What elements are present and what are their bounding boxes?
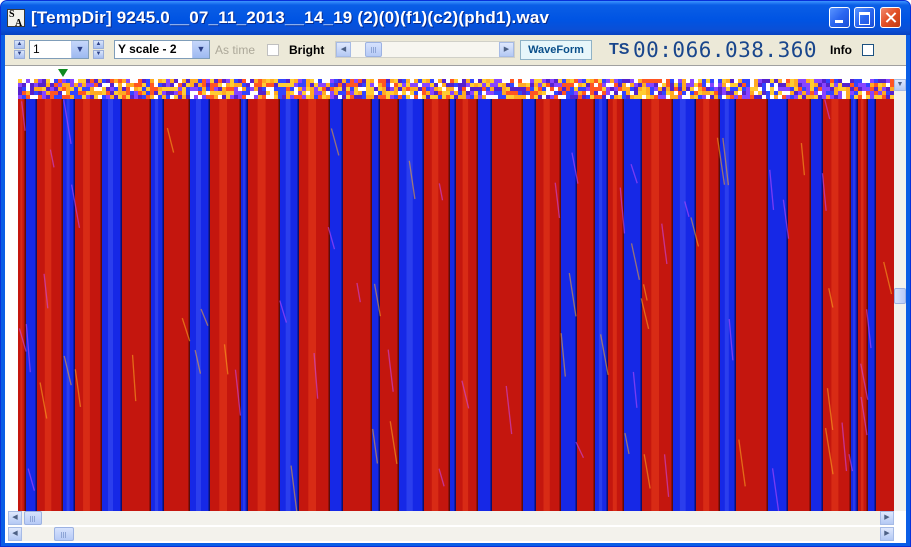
chevron-down-icon[interactable]: ▼ [71,41,88,58]
horizontal-scrollbar-top[interactable]: ◀ ▶ [8,511,894,525]
horizontal-scrollbar-top-thumb[interactable] [24,511,42,525]
spin-up-icon[interactable]: ▲ [14,40,25,49]
maximize-button[interactable] [854,7,875,28]
app-icon-letter-a: A [15,18,23,29]
ts-label: TS [609,41,630,58]
info-label[interactable]: Info [830,43,852,57]
spectrogram-panel: ▲ ▼ ◀ ▶ ◀ ▶ [5,65,906,543]
client-area: ▲ ▼ 1 ▼ ▲ ▼ Y scale - 2 ▼ As time Bright… [5,35,906,543]
spin-up-icon[interactable]: ▲ [93,40,104,49]
position-scrollbar[interactable]: ◀ ▶ [335,41,515,58]
arrow-left-icon[interactable]: ◀ [8,527,22,541]
close-button[interactable] [880,7,901,28]
position-scrollbar-thumb[interactable] [365,42,382,57]
minimize-button[interactable] [829,7,850,28]
waveform-button[interactable]: WaveForm [520,40,592,60]
arrow-right-icon[interactable]: ▶ [880,527,894,541]
channel-select[interactable]: 1 ▼ [29,40,89,59]
as-time-label[interactable]: As time [215,43,256,57]
app-icon-letter-s: S [9,9,15,20]
app-icon[interactable]: S A [7,9,25,29]
chevron-down-icon[interactable]: ▼ [192,41,209,58]
arrow-left-icon[interactable]: ◀ [8,511,22,525]
yscale-select[interactable]: Y scale - 2 ▼ [114,40,210,59]
channel-select-value: 1 [33,42,40,56]
yscale-spinner[interactable]: ▲ ▼ [93,40,104,59]
spectrogram-view[interactable] [18,79,894,511]
arrow-right-icon[interactable]: ▶ [499,42,514,57]
arrow-down-icon[interactable]: ▼ [894,79,906,91]
horizontal-scrollbar-bottom-thumb[interactable] [54,527,74,541]
title-bar[interactable]: S A [TempDir] 9245.0__07_11_2013__14_19 … [1,1,910,35]
bright-checkbox[interactable] [267,44,279,56]
horizontal-scrollbar-bottom[interactable]: ◀ ▶ [8,527,894,541]
timestamp-readout: 00:066.038.360 [633,38,818,62]
window-title: [TempDir] 9245.0__07_11_2013__14_19 (2)(… [31,8,550,27]
toolbar: ▲ ▼ 1 ▼ ▲ ▼ Y scale - 2 ▼ As time Bright… [5,35,906,65]
arrow-left-icon[interactable]: ◀ [336,42,351,57]
yscale-select-value: Y scale - 2 [118,42,177,56]
vertical-scrollbar-thumb[interactable] [894,288,906,304]
spin-down-icon[interactable]: ▼ [93,50,104,59]
spin-down-icon[interactable]: ▼ [14,50,25,59]
arrow-right-icon[interactable]: ▶ [880,511,894,525]
position-marker-icon[interactable] [58,69,68,77]
info-checkbox[interactable] [862,44,874,56]
channel-spinner[interactable]: ▲ ▼ [14,40,25,59]
vertical-scrollbar[interactable]: ▲ ▼ [894,79,906,511]
bright-label[interactable]: Bright [289,43,325,57]
